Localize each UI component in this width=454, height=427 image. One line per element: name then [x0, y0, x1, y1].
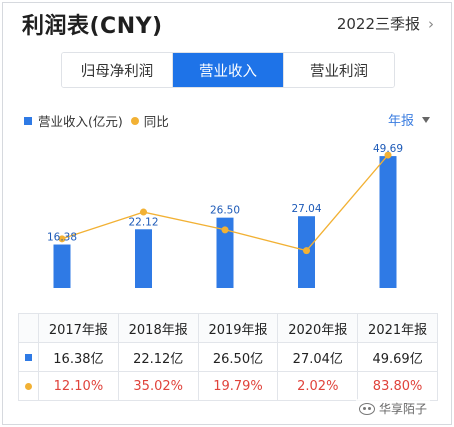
metric-tabs: 归母净利润 营业收入 营业利润 [61, 52, 395, 88]
table-cell: 16.38亿 [38, 342, 119, 372]
table-row-revenue: 16.38亿 22.12亿 26.50亿 27.04亿 49.69亿 [18, 342, 438, 372]
bar-series-icon [25, 353, 32, 361]
frequency-dropdown[interactable]: 年报 [388, 110, 430, 129]
table-header-year: 2020年报 [277, 313, 359, 343]
revenue-bar [135, 229, 152, 288]
bar-value-label: 22.12 [128, 216, 158, 228]
chart-legend: 营业收入(亿元) 同比 [24, 111, 169, 130]
line-legend-icon [130, 116, 139, 125]
table-header-year: 2019年报 [197, 313, 279, 343]
watermark-text: 华享陌子 [378, 402, 427, 416]
table-row-yoy: 12.10% 35.02% 19.79% 2.02% 83.80% [18, 371, 438, 401]
bar-value-label: 26.50 [210, 205, 240, 217]
dropdown-arrow-icon [422, 116, 430, 123]
legend-yoy: 同比 [143, 114, 169, 129]
period-selector[interactable]: 2022三季报 › [337, 13, 434, 34]
tab-operating-profit[interactable]: 营业利润 [284, 53, 394, 87]
tab-revenue[interactable]: 营业收入 [173, 53, 284, 87]
bar-value-label: 49.69 [373, 143, 403, 155]
table-cell: 35.02% [117, 371, 199, 401]
table-header-year: 2021年报 [357, 313, 438, 343]
legend-revenue: 营业收入(亿元) [38, 114, 123, 129]
revenue-bar [53, 244, 71, 288]
wechat-icon [358, 402, 375, 415]
yoy-point [303, 247, 310, 255]
yoy-point [58, 235, 66, 243]
bar-value-label: 27.04 [291, 203, 321, 215]
frequency-label: 年报 [387, 114, 414, 129]
tab-net-profit[interactable]: 归母净利润 [62, 53, 173, 87]
yoy-point [384, 151, 392, 159]
table-cell: 26.50亿 [197, 342, 279, 372]
line-series-icon [25, 382, 32, 390]
yoy-point [221, 226, 229, 234]
table-header-year: 2017年报 [38, 313, 119, 343]
table-cell: 83.80% [357, 371, 438, 401]
table-cell: 19.79% [197, 371, 279, 401]
table-cell: 49.69亿 [357, 342, 438, 372]
bar-legend-icon [24, 116, 32, 125]
table-header-row: 2017年报 2018年报 2019年报 2020年报 2021年报 [18, 313, 438, 343]
watermark: 华享陌子 [355, 399, 430, 418]
period-label: 2022三季报 [336, 15, 420, 33]
table-header-year: 2018年报 [117, 313, 199, 343]
table-cell: 27.04亿 [277, 342, 359, 372]
revenue-bar [216, 217, 234, 288]
table-cell: 22.12亿 [117, 342, 199, 372]
table-cell: 2.02% [277, 371, 359, 401]
revenue-bar [379, 156, 397, 288]
chevron-right-icon: › [428, 14, 434, 33]
data-table: 2017年报 2018年报 2019年报 2020年报 2021年报 16.38… [18, 313, 438, 401]
bar-value-label: 16.38 [47, 232, 77, 244]
table-cell: 12.10% [38, 371, 119, 401]
page-title: 利润表(CNY) [22, 14, 163, 39]
yoy-point [140, 208, 147, 216]
revenue-chart: 16.38 22.12 26.50 27.04 49.69 [47, 143, 403, 288]
